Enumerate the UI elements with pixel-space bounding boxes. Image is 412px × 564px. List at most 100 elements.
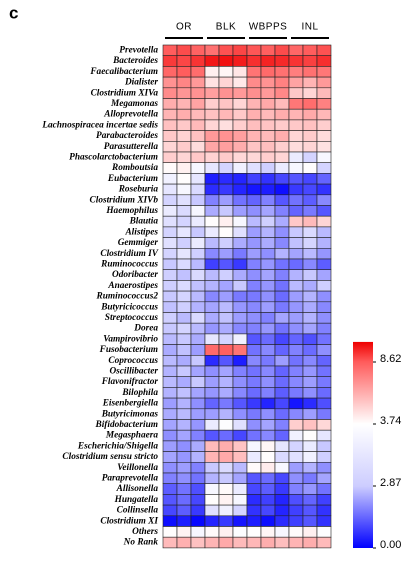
heatmap-cell (246, 151, 262, 163)
heatmap-cell (190, 536, 206, 549)
heatmap-cell (204, 280, 220, 292)
heatmap-cell (204, 376, 220, 388)
heatmap-cell (232, 504, 248, 517)
heatmap-cell (260, 515, 276, 527)
heatmap-cell (218, 312, 234, 324)
heatmap-cell (288, 504, 304, 517)
heatmap-cell (260, 365, 276, 377)
row-label: Allisonella (116, 484, 159, 494)
heatmap-cell (232, 66, 248, 78)
heatmap-cell (162, 151, 178, 163)
heatmap-cell (190, 183, 206, 196)
heatmap-cell (302, 536, 318, 549)
heatmap-cell (274, 194, 290, 206)
heatmap-cell (246, 248, 262, 260)
heatmap-cell (274, 354, 290, 367)
heatmap-cell (316, 515, 332, 527)
row-label: Clostridium XIVb (90, 195, 159, 205)
heatmap-cell (316, 55, 332, 67)
heatmap-cell (274, 173, 290, 185)
heatmap-cell (288, 322, 304, 335)
heatmap-cell (274, 130, 290, 142)
heatmap-cell (176, 322, 192, 335)
heatmap-cell (204, 183, 220, 196)
heatmap-cell (260, 248, 276, 260)
heatmap-cell (176, 66, 192, 78)
heatmap-cell (190, 365, 206, 377)
heatmap-cell (246, 162, 262, 174)
heatmap-cell (162, 344, 178, 356)
heatmap-cell (190, 376, 206, 388)
row-label: Megamonas (110, 99, 158, 109)
heatmap-cell (176, 215, 192, 228)
heatmap-cell (190, 151, 206, 163)
heatmap-cell (218, 141, 234, 153)
heatmap-cell (190, 258, 206, 270)
heatmap-cell (204, 151, 220, 163)
heatmap-cell (316, 365, 332, 377)
heatmap-cell (302, 429, 318, 442)
heatmap-cell (204, 215, 220, 228)
heatmap-cell (316, 419, 332, 431)
heatmap-cell (176, 87, 192, 99)
heatmap-cell (316, 76, 332, 89)
heatmap-cell (302, 151, 318, 163)
heatmap-cell (204, 237, 220, 249)
heatmap-cell (302, 162, 318, 174)
heatmap-cell (260, 258, 276, 270)
heatmap-cell (274, 55, 290, 67)
heatmap-cell (302, 173, 318, 185)
heatmap-cell (162, 322, 178, 335)
row-label: Oscillibacter (109, 366, 158, 376)
heatmap-cell (260, 483, 276, 495)
heatmap-cell (204, 173, 220, 185)
heatmap-cell (288, 472, 304, 484)
heatmap-cell (204, 504, 220, 517)
heatmap-cell (232, 258, 248, 270)
row-label: Bilophila (121, 388, 158, 398)
heatmap-cell (316, 472, 332, 484)
heatmap-cell (190, 451, 206, 463)
heatmap-cell (218, 269, 234, 281)
heatmap-cell (246, 215, 262, 228)
heatmap-cell (232, 344, 248, 356)
heatmap-cell (246, 301, 262, 313)
row-label: Lachnospiracea incertae sedis (41, 120, 158, 130)
heatmap-cell (232, 130, 248, 142)
heatmap-cell (302, 258, 318, 270)
heatmap-cell (176, 119, 192, 131)
heatmap-cell (190, 44, 206, 56)
heatmap-cell (288, 194, 304, 206)
heatmap-cell (302, 55, 318, 67)
heatmap-cell (260, 461, 276, 474)
heatmap-cell (218, 451, 234, 463)
heatmap-cell (162, 504, 178, 517)
heatmap-cell (162, 312, 178, 324)
heatmap-cell (162, 461, 178, 474)
heatmap-cell (302, 408, 318, 420)
row-label: Anaerostipes (107, 281, 158, 291)
panel-label: c (9, 3, 18, 22)
heatmap-cell (162, 419, 178, 431)
heatmap-cell (288, 461, 304, 474)
heatmap-cell (246, 322, 262, 335)
heatmap-cell (302, 494, 318, 506)
row-label: Ruminococcus2 (96, 292, 159, 302)
heatmap-cell (190, 354, 206, 367)
heatmap-cell (218, 258, 234, 270)
heatmap-cell (176, 237, 192, 249)
heatmap-cell (218, 130, 234, 142)
heatmap-cell (218, 429, 234, 442)
heatmap-cell (162, 87, 178, 99)
heatmap-cell (260, 536, 276, 549)
heatmap-cell (204, 290, 220, 303)
heatmap-cell (176, 494, 192, 506)
heatmap-cell (176, 290, 192, 303)
heatmap-cell (302, 226, 318, 238)
heatmap-cell (218, 419, 234, 431)
heatmap-cell (176, 515, 192, 527)
heatmap-cell (288, 515, 304, 527)
heatmap-cell (260, 215, 276, 228)
heatmap-cell (246, 397, 262, 410)
heatmap-cell (190, 237, 206, 249)
